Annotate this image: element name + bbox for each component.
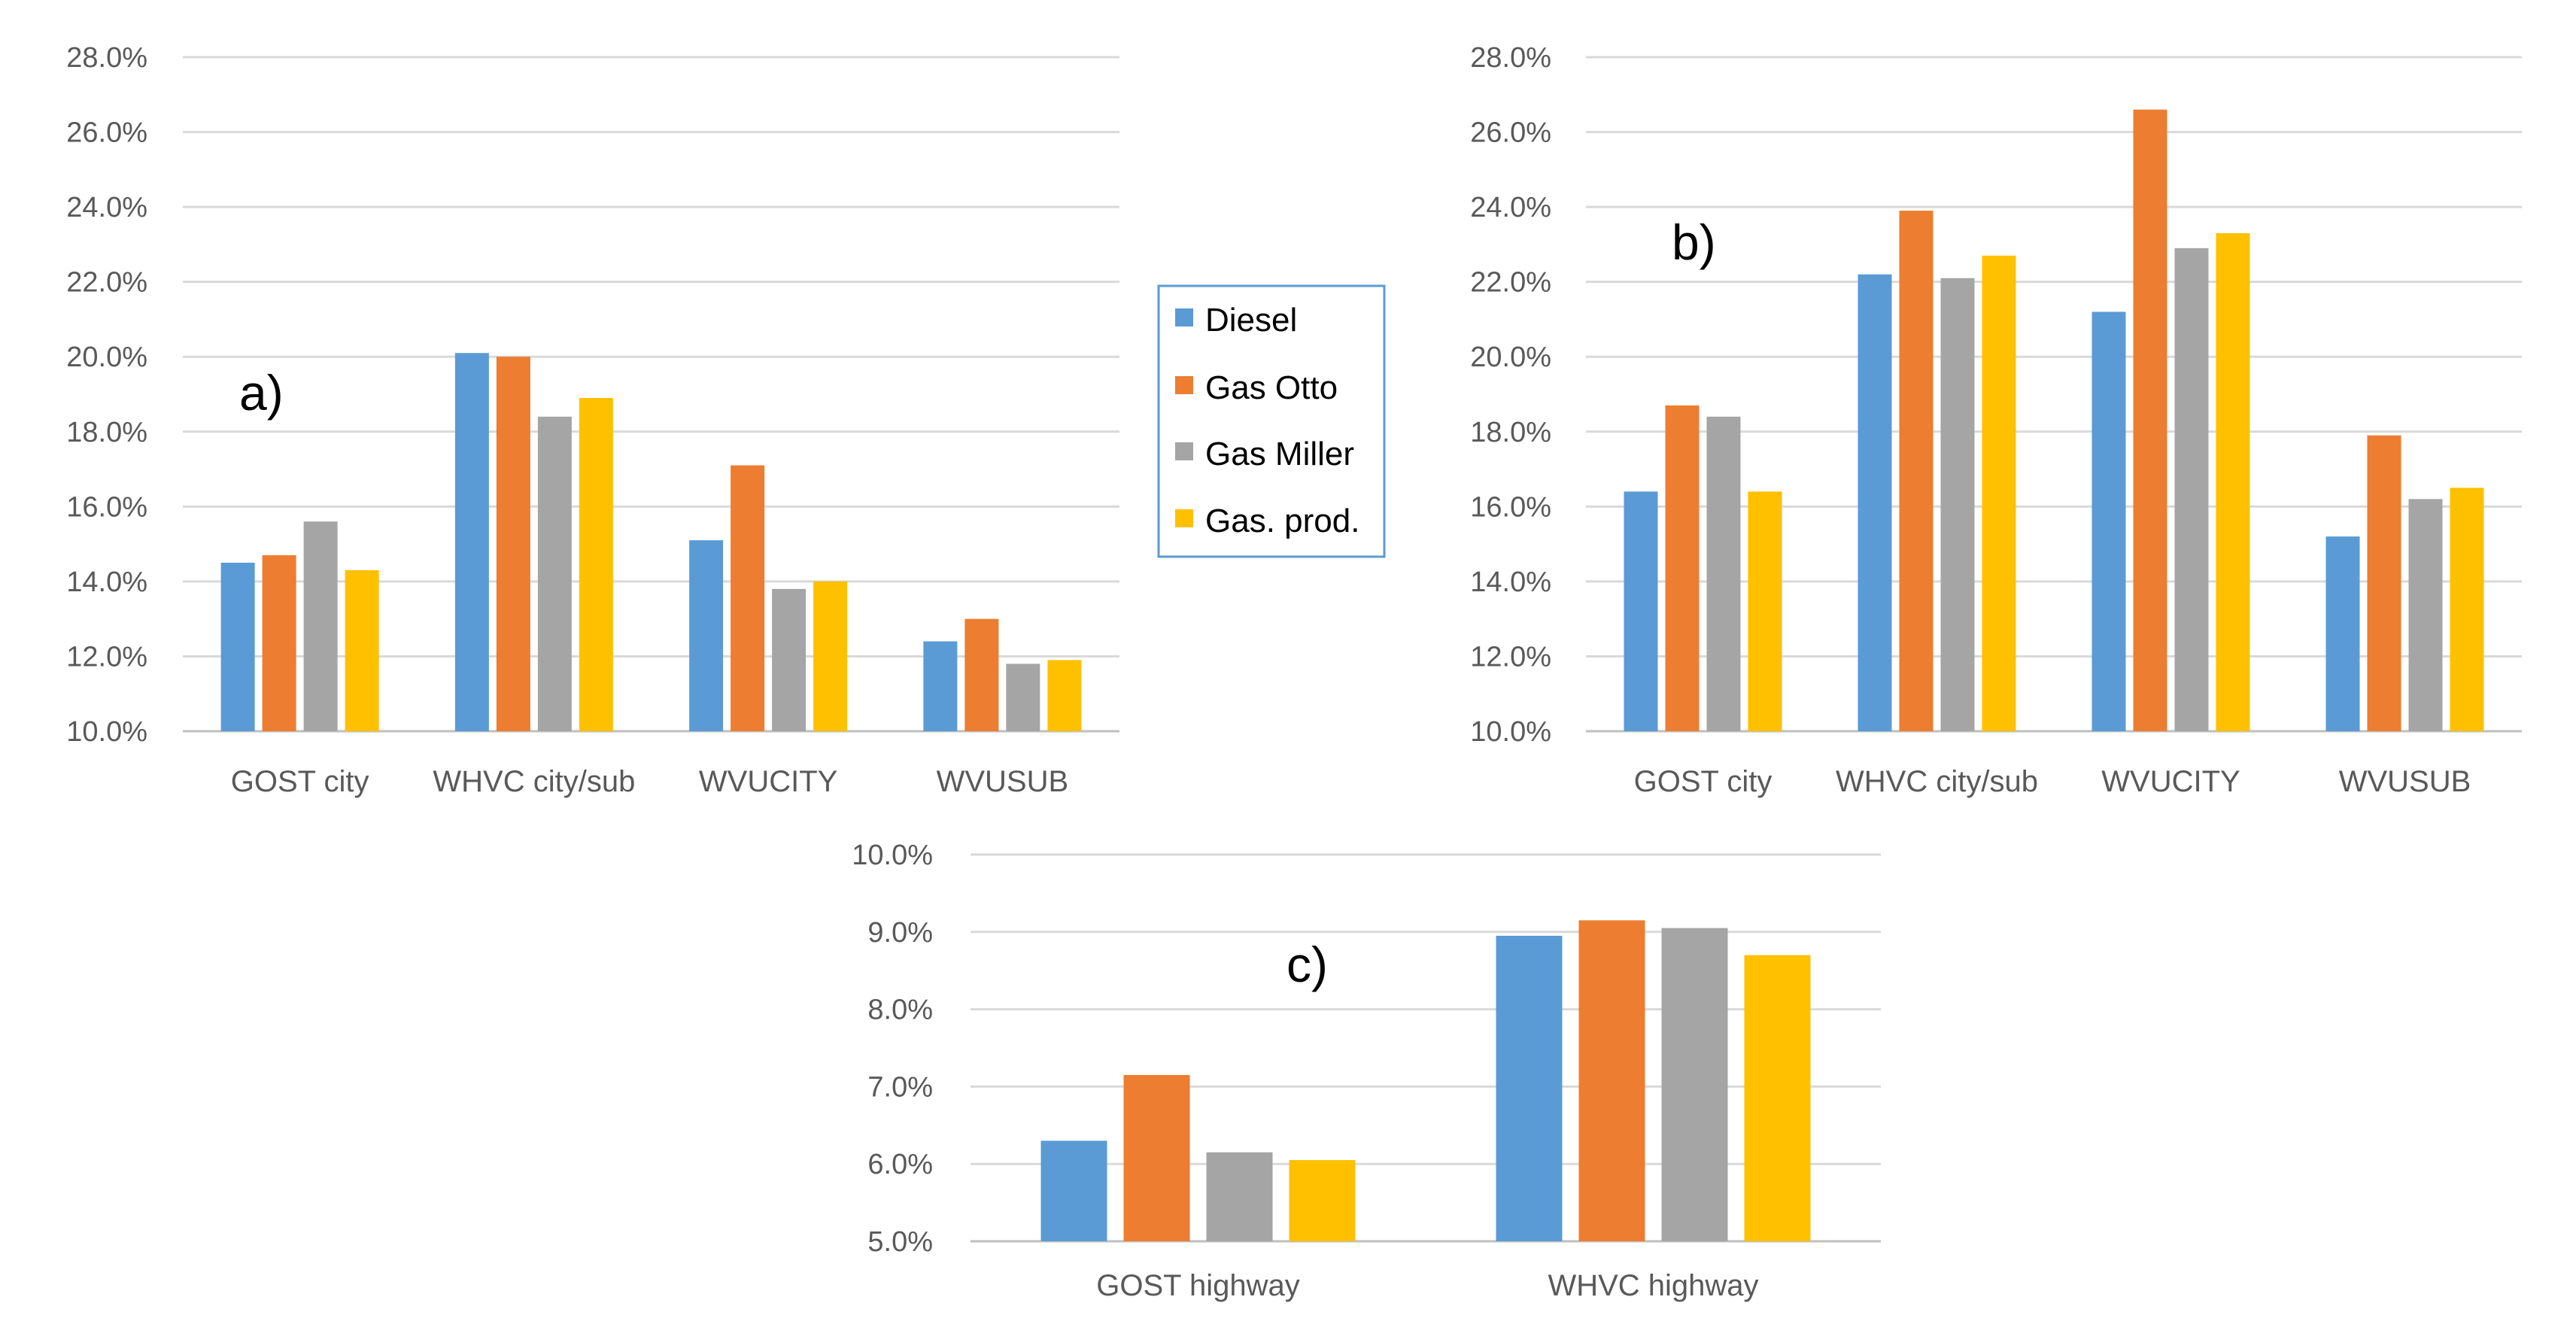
y-tick-label-b: 24.0%: [1470, 192, 1551, 223]
bar-a-wvusub-gas-prod: [1047, 660, 1082, 731]
x-category-label-a: WHVC city/sub: [433, 765, 635, 798]
panel-label-a: a): [239, 365, 284, 421]
bar-a-wvucity-gas-prod: [813, 581, 848, 731]
y-tick-label-a: 26.0%: [66, 117, 147, 149]
bar-b-wvucity-gas-prod: [2216, 232, 2250, 731]
y-tick-label-a: 20.0%: [66, 342, 147, 373]
bar-a-whvc-city-sub-gas-prod: [579, 397, 613, 731]
chart-panel-a: 10.0% 12.0% 14.0% 16.0% 18.0% 20.0% 22.0% 24.0%…: [66, 42, 1119, 798]
x-category-label-b: WVUSUB: [2339, 765, 2471, 798]
bar-c-gost-highway-gas-prod: [1289, 1160, 1356, 1241]
y-tick-label-b: 20.0%: [1470, 342, 1551, 373]
bar-c-gost-highway-gas-otto: [1123, 1074, 1190, 1241]
y-tick-label-b: 22.0%: [1470, 267, 1551, 299]
legend-swatch-diesel: [1175, 308, 1193, 326]
bar-a-gost-city-gas-prod: [345, 569, 379, 731]
bar-a-whvc-city-sub-diesel: [454, 353, 489, 731]
bar-a-wvucity-gas-otto: [731, 465, 765, 731]
y-tick-label-b: 16.0%: [1470, 491, 1551, 523]
bar-b-whvc-city-sub-gas-prod: [1982, 255, 2016, 731]
bar-b-wvucity-gas-miller: [2174, 248, 2209, 731]
legend-label-diesel: Diesel: [1205, 302, 1297, 339]
y-tick-label-b: 18.0%: [1470, 417, 1551, 448]
bar-a-wvucity-diesel: [689, 540, 724, 731]
y-tick-label-b: 14.0%: [1470, 566, 1551, 598]
legend-swatch-gas-miller: [1175, 442, 1193, 460]
y-tick-label-a: 24.0%: [66, 192, 147, 223]
bar-b-gost-city-gas-otto: [1665, 405, 1700, 731]
bar-b-wvusub-gas-prod: [2450, 487, 2484, 731]
panel-label-c: c): [1286, 937, 1328, 992]
bar-b-wvusub-gas-otto: [2367, 435, 2401, 731]
legend-box: [1157, 284, 1386, 558]
y-tick-label-c: 7.0%: [867, 1071, 933, 1103]
bar-a-gost-city-gas-otto: [262, 555, 296, 731]
x-category-label-a: WVUCITY: [699, 765, 837, 798]
bar-b-whvc-city-sub-gas-otto: [1899, 211, 1934, 732]
y-tick-label-c: 5.0%: [867, 1226, 933, 1258]
legend-swatch-gas-otto: [1175, 376, 1193, 394]
bar-a-wvucity-gas-miller: [772, 588, 807, 731]
y-tick-label-c: 8.0%: [867, 995, 933, 1026]
legend-label-gas-otto: Gas Otto: [1205, 369, 1338, 406]
y-tick-label-b: 12.0%: [1470, 641, 1551, 673]
bar-a-gost-city-gas-miller: [303, 521, 338, 731]
bar-b-gost-city-diesel: [1624, 491, 1658, 731]
x-category-label-b: WVUCITY: [2101, 765, 2240, 798]
bar-a-whvc-city-sub-gas-otto: [496, 357, 530, 731]
chart-panel-b: 10.0% 12.0% 14.0% 16.0% 18.0% 20.0% 22.0% 24.0%…: [1470, 42, 2522, 798]
y-tick-label-a: 16.0%: [66, 491, 147, 523]
legend: Diesel Gas Otto Gas Miller Gas. prod.: [1157, 284, 1386, 558]
y-tick-label-b: 28.0%: [1470, 42, 1551, 74]
bar-b-gost-city-gas-miller: [1706, 416, 1741, 731]
x-category-label-b: WHVC city/sub: [1836, 765, 2038, 798]
bar-b-whvc-city-sub-diesel: [1858, 274, 1892, 731]
bar-c-gost-highway-gas-miller: [1206, 1152, 1273, 1241]
bar-a-gost-city-diesel: [220, 563, 255, 731]
y-tick-label-c: 9.0%: [867, 917, 933, 949]
x-category-label-c: WHVC highway: [1548, 1269, 1758, 1302]
bar-b-wvusub-diesel: [2325, 536, 2360, 731]
bar-a-wvusub-diesel: [923, 641, 958, 731]
bar-a-wvusub-gas-otto: [964, 618, 999, 731]
y-tick-label-b: 10.0%: [1470, 716, 1551, 748]
y-tick-label-c: 6.0%: [867, 1149, 933, 1180]
x-category-label-c: GOST highway: [1096, 1269, 1300, 1302]
y-tick-label-a: 28.0%: [66, 42, 147, 74]
bar-b-wvucity-diesel: [2091, 311, 2126, 731]
panel-label-b: b): [1672, 214, 1716, 270]
y-tick-label-a: 12.0%: [66, 641, 147, 673]
bar-b-gost-city-gas-prod: [1748, 491, 1782, 731]
x-category-label-a: WVUSUB: [937, 765, 1069, 798]
bar-c-whvc-highway-diesel: [1496, 935, 1563, 1241]
y-tick-label-a: 14.0%: [66, 566, 147, 598]
y-tick-label-a: 22.0%: [66, 267, 147, 299]
x-category-label-b: GOST city: [1634, 765, 1773, 798]
bar-b-wvucity-gas-otto: [2133, 109, 2167, 731]
bar-a-wvusub-gas-miller: [1006, 664, 1040, 731]
legend-label-gas-miller: Gas Miller: [1205, 436, 1354, 472]
bar-c-whvc-highway-gas-miller: [1661, 928, 1728, 1241]
legend-swatch-gas-prod: [1175, 509, 1193, 527]
bar-c-whvc-highway-gas-otto: [1578, 920, 1645, 1241]
legend-label-gas-prod: Gas. prod.: [1205, 503, 1359, 539]
bar-c-whvc-highway-gas-prod: [1744, 955, 1811, 1241]
y-tick-label-a: 10.0%: [66, 716, 147, 748]
y-tick-label-b: 26.0%: [1470, 117, 1551, 149]
bar-b-wvusub-gas-miller: [2408, 499, 2443, 731]
bar-b-whvc-city-sub-gas-miller: [1940, 278, 1975, 731]
y-tick-label-a: 18.0%: [66, 417, 147, 448]
bar-a-whvc-city-sub-gas-miller: [537, 416, 572, 731]
chart-panel-c: 5.0% 6.0% 7.0% 8.0% 9.0% 10.0% GOST highway WHV…: [852, 840, 1881, 1302]
x-category-label-a: GOST city: [231, 765, 369, 798]
y-tick-label-c: 10.0%: [852, 840, 933, 871]
bar-c-gost-highway-diesel: [1040, 1140, 1107, 1241]
